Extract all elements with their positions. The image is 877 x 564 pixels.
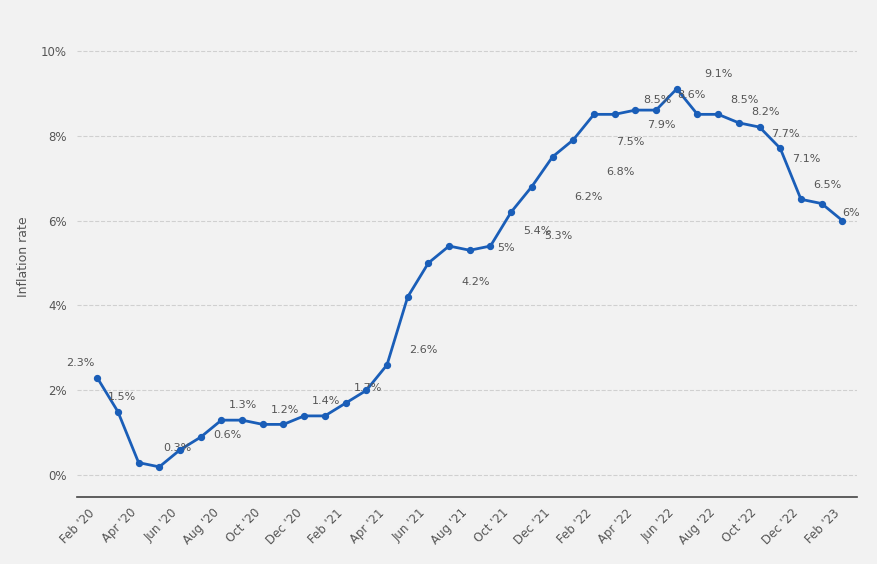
Point bbox=[132, 458, 146, 467]
Text: 6%: 6% bbox=[841, 208, 859, 218]
Text: 8.2%: 8.2% bbox=[750, 107, 779, 117]
Point bbox=[421, 258, 435, 267]
Point bbox=[586, 110, 600, 119]
Point bbox=[235, 416, 249, 425]
Point bbox=[90, 373, 104, 382]
Text: 6.5%: 6.5% bbox=[812, 179, 840, 190]
Point bbox=[462, 246, 476, 255]
Point bbox=[834, 216, 848, 225]
Point bbox=[814, 199, 828, 208]
Point bbox=[276, 420, 290, 429]
Text: 1.4%: 1.4% bbox=[311, 396, 340, 406]
Text: 7.7%: 7.7% bbox=[771, 129, 799, 139]
Point bbox=[359, 386, 373, 395]
Point bbox=[752, 122, 766, 131]
Y-axis label: Inflation rate: Inflation rate bbox=[17, 217, 30, 297]
Point bbox=[380, 360, 394, 369]
Point bbox=[710, 110, 724, 119]
Text: 2.6%: 2.6% bbox=[408, 345, 437, 355]
Point bbox=[317, 411, 332, 420]
Text: 8.6%: 8.6% bbox=[677, 90, 705, 100]
Text: 6.8%: 6.8% bbox=[605, 167, 634, 177]
Text: 1.2%: 1.2% bbox=[270, 405, 298, 415]
Text: 6.2%: 6.2% bbox=[574, 192, 602, 202]
Text: 1.7%: 1.7% bbox=[353, 384, 381, 394]
Point bbox=[545, 152, 559, 161]
Text: 5.4%: 5.4% bbox=[523, 226, 551, 236]
Point bbox=[339, 399, 353, 408]
Point bbox=[648, 105, 662, 114]
Point bbox=[669, 85, 683, 94]
Point bbox=[607, 110, 621, 119]
Text: 0.6%: 0.6% bbox=[212, 430, 241, 440]
Text: 9.1%: 9.1% bbox=[703, 69, 731, 79]
Point bbox=[441, 241, 455, 250]
Point bbox=[524, 182, 538, 191]
Text: 5%: 5% bbox=[496, 243, 514, 253]
Text: 7.9%: 7.9% bbox=[646, 120, 675, 130]
Text: 4.2%: 4.2% bbox=[460, 277, 489, 287]
Point bbox=[194, 433, 208, 442]
Point bbox=[173, 446, 187, 455]
Text: 2.3%: 2.3% bbox=[67, 358, 95, 368]
Text: 1.3%: 1.3% bbox=[229, 400, 257, 411]
Point bbox=[111, 407, 125, 416]
Text: 7.5%: 7.5% bbox=[615, 137, 643, 147]
Point bbox=[483, 241, 497, 250]
Point bbox=[503, 208, 517, 217]
Point bbox=[400, 293, 414, 302]
Point bbox=[731, 118, 745, 127]
Point bbox=[566, 135, 580, 144]
Text: 8.5%: 8.5% bbox=[730, 95, 758, 105]
Point bbox=[255, 420, 269, 429]
Point bbox=[214, 416, 228, 425]
Point bbox=[152, 462, 166, 472]
Point bbox=[296, 411, 310, 420]
Point bbox=[628, 105, 642, 114]
Point bbox=[793, 195, 807, 204]
Text: 5.3%: 5.3% bbox=[544, 231, 572, 240]
Text: 0.3%: 0.3% bbox=[163, 443, 191, 453]
Point bbox=[689, 110, 703, 119]
Text: 8.5%: 8.5% bbox=[642, 95, 671, 105]
Text: 7.1%: 7.1% bbox=[791, 154, 820, 164]
Point bbox=[773, 144, 787, 153]
Text: 1.5%: 1.5% bbox=[108, 392, 136, 402]
